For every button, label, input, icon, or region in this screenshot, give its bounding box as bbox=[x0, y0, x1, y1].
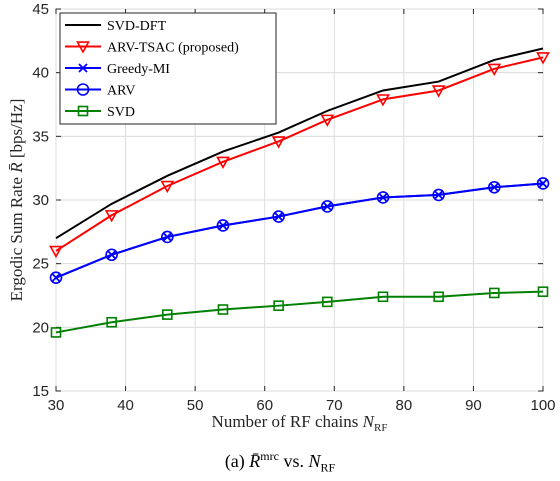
data-point-arv-tsac-proposed bbox=[487, 63, 502, 76]
data-point-greedy-mi bbox=[434, 190, 444, 200]
data-point-greedy-mi bbox=[273, 211, 284, 222]
legend-swatch-marker bbox=[76, 41, 90, 54]
y-tick-label: 45 bbox=[32, 1, 49, 18]
data-point-arv-tsac-proposed bbox=[49, 245, 63, 259]
x-tick-label: 100 bbox=[530, 397, 555, 414]
data-point-arv-tsac-proposed bbox=[320, 114, 335, 127]
legend-label: SVD-DFT bbox=[107, 19, 167, 34]
data-point-arv bbox=[161, 230, 174, 244]
data-point-arv bbox=[272, 210, 285, 223]
data-point-arv-tsac-proposed bbox=[376, 94, 390, 107]
legend-entry-arv-tsac-proposed: ARV-TSAC (proposed) bbox=[65, 41, 239, 56]
x-tick-label: 30 bbox=[48, 397, 65, 414]
data-point-svd bbox=[217, 304, 229, 315]
data-point-greedy-mi bbox=[162, 232, 172, 242]
x-tick-label: 90 bbox=[465, 397, 482, 414]
data-point-greedy-mi-stroke bbox=[273, 211, 284, 222]
series-markers bbox=[49, 52, 550, 338]
data-point-greedy-mi-stroke bbox=[538, 178, 548, 189]
series-line-arv-tsac-proposed bbox=[55, 56, 544, 252]
legend-entry-greedy-mi: Greedy-MI bbox=[65, 62, 170, 77]
y-tick-label: 40 bbox=[32, 65, 49, 82]
legend: SVD-DFT ARV-TSAC (proposed) Greedy-MI ARV SV… bbox=[59, 12, 277, 125]
data-point-greedy-mi-stroke bbox=[434, 190, 444, 200]
data-point-greedy-mi bbox=[322, 201, 332, 212]
data-point-arv bbox=[432, 188, 445, 202]
data-point-arv-tsac-proposed bbox=[216, 156, 230, 169]
data-point-svd bbox=[488, 287, 500, 299]
data-point-greedy-mi-stroke bbox=[378, 192, 388, 203]
data-point-svd bbox=[106, 316, 117, 328]
data-point-arv-tsac-proposed bbox=[160, 180, 175, 194]
data-point-greedy-mi-stroke bbox=[218, 220, 228, 231]
series-line-svd-dft bbox=[55, 47, 544, 240]
y-tick-label: 30 bbox=[32, 192, 49, 209]
data-point-arv-tsac-proposed bbox=[271, 136, 286, 149]
data-point-arv bbox=[321, 200, 334, 213]
data-point-greedy-mi bbox=[107, 250, 117, 260]
data-point-greedy-mi-stroke bbox=[489, 182, 499, 192]
data-point-svd bbox=[377, 291, 389, 303]
legend-entry-arv: ARV bbox=[65, 83, 135, 99]
legend-label: SVD bbox=[107, 105, 135, 120]
data-point-svd bbox=[162, 309, 173, 320]
y-tick-label: 25 bbox=[32, 256, 49, 273]
y-tick-label: 15 bbox=[32, 383, 49, 400]
data-point-svd bbox=[433, 291, 444, 303]
y-tick-label: 35 bbox=[32, 128, 49, 145]
data-point-arv bbox=[216, 219, 230, 232]
data-point-greedy-mi-stroke bbox=[322, 201, 332, 212]
legend-label: Greedy-MI bbox=[107, 62, 170, 77]
legend-label: ARV bbox=[107, 84, 135, 99]
axis-ticks: 30 40 50 60 70 80 90 100 15 20 25 30 35 40 45 bbox=[32, 1, 555, 414]
data-point-greedy-mi bbox=[538, 178, 548, 189]
data-point-greedy-mi bbox=[218, 220, 228, 231]
legend-swatch-marker bbox=[78, 63, 88, 73]
series-line-arv bbox=[55, 182, 544, 279]
x-tick-label: 40 bbox=[117, 397, 134, 414]
data-point-arv bbox=[536, 177, 550, 190]
data-point-greedy-mi-stroke bbox=[162, 232, 172, 242]
data-point-greedy-mi-stroke bbox=[51, 273, 61, 283]
legend-swatch-marker bbox=[77, 105, 89, 117]
x-tick-label: 50 bbox=[187, 397, 204, 414]
series-line-svd bbox=[55, 290, 544, 334]
legend-swatch-marker-stroke bbox=[78, 63, 88, 73]
legend-entry-svd: SVD bbox=[65, 105, 135, 120]
legend-swatch-marker bbox=[76, 83, 90, 96]
y-tick-label: 20 bbox=[32, 319, 49, 336]
figure-caption: (a) R̄mrc vs. NRF bbox=[224, 449, 336, 475]
data-point-arv-tsac-proposed bbox=[104, 210, 119, 223]
y-axis-label: Ergodic Sum Rate R̄ [bps/Hz] bbox=[7, 99, 26, 302]
data-point-arv bbox=[376, 191, 390, 204]
data-point-svd bbox=[322, 296, 333, 308]
x-tick-label: 60 bbox=[256, 397, 273, 414]
data-point-greedy-mi bbox=[51, 273, 61, 283]
data-point-arv-tsac-proposed bbox=[431, 85, 446, 98]
x-axis-label: Number of RF chains NRF bbox=[212, 412, 388, 434]
data-point-greedy-mi-stroke bbox=[107, 250, 117, 260]
data-point-svd bbox=[537, 286, 549, 297]
data-point-svd bbox=[273, 300, 284, 311]
data-point-arv bbox=[105, 248, 118, 262]
data-point-arv-tsac-proposed bbox=[536, 52, 550, 65]
series-lines bbox=[55, 47, 544, 334]
data-point-arv bbox=[487, 180, 501, 194]
x-tick-label: 70 bbox=[326, 397, 343, 414]
x-tick-label: 80 bbox=[396, 397, 413, 414]
data-point-greedy-mi bbox=[378, 192, 388, 203]
data-point-svd bbox=[50, 327, 62, 338]
sum-rate-chart: 30 40 50 60 70 80 90 100 15 20 25 30 35 40 45 Number o… bbox=[7, 1, 556, 434]
legend-label: ARV-TSAC (proposed) bbox=[107, 41, 239, 56]
data-point-arv bbox=[49, 271, 63, 284]
data-point-greedy-mi bbox=[489, 182, 499, 192]
legend-entry-svd-dft: SVD-DFT bbox=[65, 19, 167, 34]
